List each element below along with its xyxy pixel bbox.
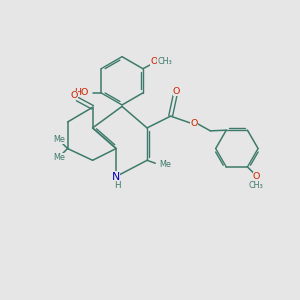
Text: O: O (253, 172, 260, 181)
Text: Me: Me (53, 153, 65, 162)
Text: HO: HO (74, 88, 89, 98)
Text: Me: Me (53, 135, 65, 144)
Text: O: O (150, 57, 158, 66)
Text: O: O (70, 91, 77, 100)
Text: O: O (173, 87, 180, 96)
Text: Me: Me (159, 160, 171, 169)
Text: CH₃: CH₃ (249, 181, 264, 190)
Text: O: O (190, 119, 198, 128)
Text: H: H (114, 181, 121, 190)
Text: CH₃: CH₃ (158, 57, 172, 66)
Text: N: N (112, 172, 120, 182)
